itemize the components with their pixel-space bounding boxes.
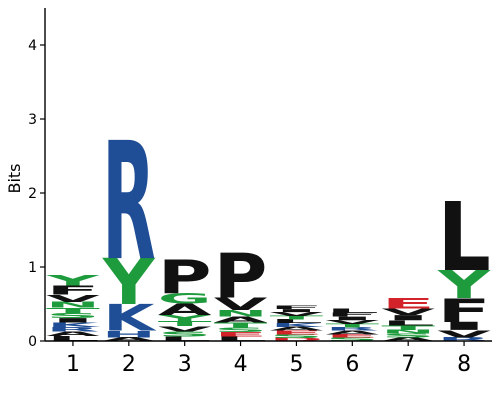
axes [44,8,492,342]
logo-letter-I: I [381,314,435,322]
x-tick-label: 2 [122,352,136,377]
logo-letter-V: V [270,311,324,317]
logo-letter-T: T [270,315,324,321]
logo-letter-G: G [158,290,212,307]
y-tick-label: 2 [28,186,37,202]
logo-letter-T: T [46,306,100,314]
logo-letter-S: S [270,333,324,339]
logo-letter-L: L [158,335,212,342]
logo-letter-D: D [270,337,324,342]
y-ticks: 0 1 2 3 4 [28,38,45,350]
x-tick-label: 5 [289,352,303,377]
logo-letter-S: S [214,327,268,334]
logo-letter-S: S [158,330,212,338]
logo-letter-P: P [214,240,268,312]
logo-letter-A: A [325,330,379,336]
logo-letter-N: N [214,308,268,319]
logo-letter-L: L [46,335,100,343]
x-tick-label: 8 [457,352,471,377]
logo-letter-L: L [326,307,380,314]
logo-letter-L: L [270,319,324,325]
logo-letter-E: E [270,330,324,336]
logo-letter-V: V [46,292,101,304]
logo-letter-V: V [437,328,492,340]
logo-letter-V: V [158,325,212,333]
logo-letter-T: T [325,323,379,329]
logo-letter-K: K [271,322,325,328]
logo-letter-A: A [46,330,100,337]
logo-letter-F: F [46,283,100,297]
logo-letter-T: T [214,321,268,329]
logo-letter-L: L [381,319,435,327]
logo-letter-V: V [381,307,435,318]
logo-letter-I: I [437,320,491,333]
y-tick-label: 0 [28,334,37,350]
logo-letter-E: E [381,296,435,312]
logo-letter-N: N [381,329,435,335]
logo-letter-F: F [437,292,491,330]
logo-letter-S: S [381,333,435,339]
logo-letter-V: V [325,319,379,325]
logo-letter-R: R [46,326,100,333]
logo-letter-T: T [158,320,212,328]
y-tick-label: 4 [28,38,37,54]
logo-letter-F: F [325,312,379,318]
logo-letter-E: E [326,334,380,339]
logo-letter-I: I [325,316,379,322]
logo-letter-K: K [103,297,157,340]
y-tick-label: 1 [28,260,37,276]
logo-letter-N: N [46,300,100,309]
y-tick-label: 3 [28,112,37,128]
logo-letter-A: A [214,315,268,325]
x-tick-label: 7 [401,352,415,377]
logo-letter-R: R [102,109,156,297]
logo-letter-L: L [214,335,268,342]
logo-letter-E: E [214,331,268,338]
y-axis-title: Bits [5,163,24,193]
logo-letter-A: A [381,336,435,342]
logo-letter-A: A [158,300,212,319]
logo-letter-T: T [381,324,435,331]
logo-letter-P: P [158,250,212,304]
x-tick-label: 6 [345,352,359,377]
logo-letter-Y: Y [437,263,492,308]
logo-letter-Y: Y [157,314,212,323]
logo-letter-L: L [437,183,491,293]
logo-letter-Y: Y [102,246,156,319]
logo-letter-H: H [102,329,156,340]
logo-letter-R: R [325,327,379,332]
logo-letter-S: S [46,312,100,320]
x-ticks: 1 2 3 4 5 6 7 8 [66,341,471,377]
logo-letter-A: A [102,336,156,342]
logo-letter-I: I [270,308,324,313]
x-tick-label: 3 [178,352,192,377]
x-tick-label: 1 [66,352,80,377]
logo-letter-I: I [46,317,100,324]
logo-letter-F: F [270,305,324,310]
logo-letter-S: S [325,336,379,342]
logo-letter-K: K [47,321,101,328]
logo-letter-Y: Y [46,273,100,290]
logo-letter-A: A [270,326,324,332]
x-tick-label: 4 [234,352,248,377]
logo-letter-V: V [214,294,268,314]
logo-letter-R: R [437,336,491,342]
letter-stacks: LARKISTNVFYAHKYRLSVTYAGPLESTANVPDSEAKLTV… [46,109,492,343]
